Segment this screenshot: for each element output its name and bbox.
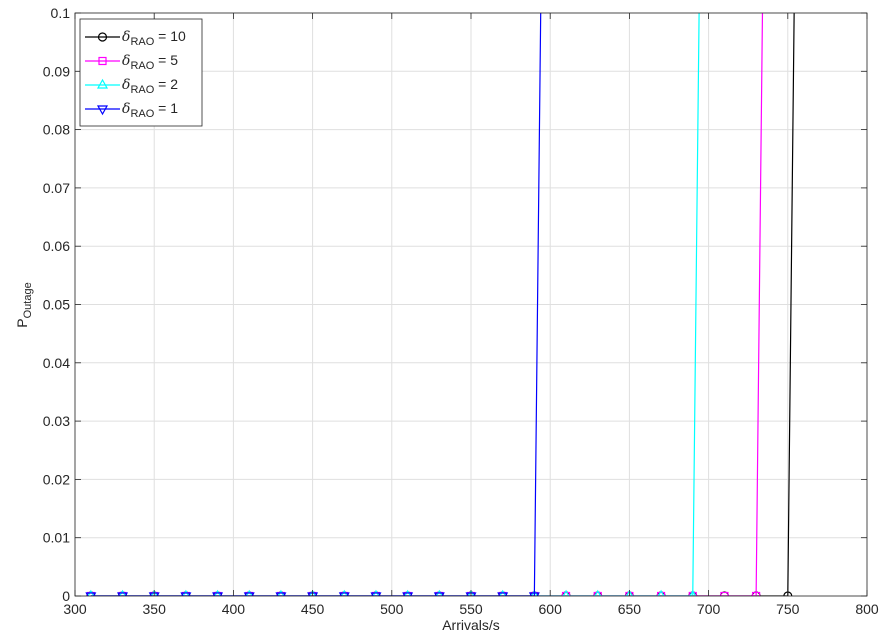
data-point-triangle-down xyxy=(338,592,350,596)
data-point-triangle-up xyxy=(404,589,412,596)
data-point-triangle-down xyxy=(497,592,509,596)
x-axis-label: Arrivals/s xyxy=(442,617,500,633)
y-tick-label: 0.03 xyxy=(43,413,70,429)
y-tick-label: 0.02 xyxy=(43,471,70,487)
data-point-triangle-up xyxy=(214,589,222,596)
data-point-triangle-down xyxy=(85,592,97,596)
x-tick-label: 650 xyxy=(618,601,642,617)
data-point-triangle-up xyxy=(309,589,317,596)
legend-label: δRAO = 2 xyxy=(122,76,178,96)
y-axis-label: POutage xyxy=(14,282,34,327)
data-point-triangle-down xyxy=(116,592,129,596)
x-tick-label: 500 xyxy=(380,601,404,617)
legend-label: δRAO = 1 xyxy=(122,100,178,120)
data-point-triangle-up xyxy=(689,589,697,596)
x-tick-label: 300 xyxy=(63,601,87,617)
data-point-triangle-up xyxy=(96,78,109,89)
data-point-circle xyxy=(97,32,108,42)
y-tick-label: 0.1 xyxy=(51,5,71,21)
data-point-triangle-up xyxy=(277,589,285,596)
x-tick-label: 450 xyxy=(301,601,325,617)
data-point-triangle-up xyxy=(499,589,507,596)
x-tick-label: 700 xyxy=(697,601,721,617)
data-point-triangle-down xyxy=(433,592,445,596)
data-point-triangle-down xyxy=(180,592,192,596)
legend-label: δRAO = 5 xyxy=(122,52,178,72)
data-point-square xyxy=(98,56,107,66)
data-point-square xyxy=(656,591,666,596)
y-axis-label-main: P xyxy=(14,318,30,327)
series-layer xyxy=(85,13,795,596)
data-point-triangle-down xyxy=(370,592,382,596)
x-tick-label: 800 xyxy=(855,601,879,617)
tick-marks xyxy=(74,12,868,597)
data-point-triangle-up xyxy=(435,589,443,596)
y-tick-label: 0.06 xyxy=(43,238,70,254)
data-point-triangle-up xyxy=(245,589,253,596)
y-tick-label: 0.07 xyxy=(43,180,70,196)
series-3 xyxy=(87,13,700,596)
legend: δRAO = 10 δRAO = 5 δRAO = 2 δRAO = 1 xyxy=(79,18,203,127)
legend-entry: δRAO = 1 xyxy=(85,100,178,120)
y-tick-labels: 0 0.01 0.02 0.03 0.04 0.05 0.06 0.07 0.08 0.09 0.1 xyxy=(43,5,70,604)
y-tick-label: 0.01 xyxy=(43,530,70,546)
data-point-triangle-down xyxy=(528,592,540,596)
data-point-triangle-down xyxy=(402,592,414,596)
data-point-square xyxy=(561,591,571,596)
legend-entry: δRAO = 2 xyxy=(85,76,178,96)
data-point-square xyxy=(752,591,761,596)
y-tick-label: 0.05 xyxy=(43,297,70,313)
data-point-triangle-up xyxy=(87,589,95,596)
legend-entry: δRAO = 5 xyxy=(85,52,178,72)
data-point-triangle-down xyxy=(275,592,287,596)
x-tick-label: 600 xyxy=(539,601,563,617)
legend-entry: δRAO = 10 xyxy=(85,28,186,48)
y-tick-label: 0.04 xyxy=(43,355,70,371)
data-point-triangle-up xyxy=(372,589,380,596)
data-point-triangle-up xyxy=(182,589,190,596)
data-point-square xyxy=(720,591,729,596)
data-point-triangle-up xyxy=(119,589,127,596)
x-tick-label: 400 xyxy=(222,601,246,617)
data-point-square xyxy=(593,591,602,596)
y-tick-label: 0.08 xyxy=(43,122,70,138)
data-point-triangle-up xyxy=(594,589,602,596)
data-point-triangle-down xyxy=(96,105,109,116)
data-point-triangle-down xyxy=(212,592,224,596)
y-tick-label: 0 xyxy=(62,588,70,604)
data-point-triangle-up xyxy=(340,589,348,596)
data-point-triangle-down xyxy=(243,592,255,596)
data-point-triangle-up xyxy=(530,589,538,596)
x-tick-label: 550 xyxy=(459,601,483,617)
data-point-triangle-up xyxy=(467,589,475,596)
y-tick-label: 0.09 xyxy=(43,63,70,79)
legend-label: δRAO = 10 xyxy=(122,28,186,48)
data-point-triangle-up xyxy=(562,589,570,596)
data-point-triangle-up xyxy=(625,589,633,596)
x-tick-label: 750 xyxy=(776,601,800,617)
x-tick-label: 350 xyxy=(143,601,167,617)
y-axis-label-sub: Outage xyxy=(22,282,34,318)
data-point-triangle-up xyxy=(657,589,665,596)
x-tick-labels: 300 350 400 450 500 550 600 650 700 750 800 xyxy=(63,601,879,617)
data-point-triangle-up xyxy=(150,589,158,596)
